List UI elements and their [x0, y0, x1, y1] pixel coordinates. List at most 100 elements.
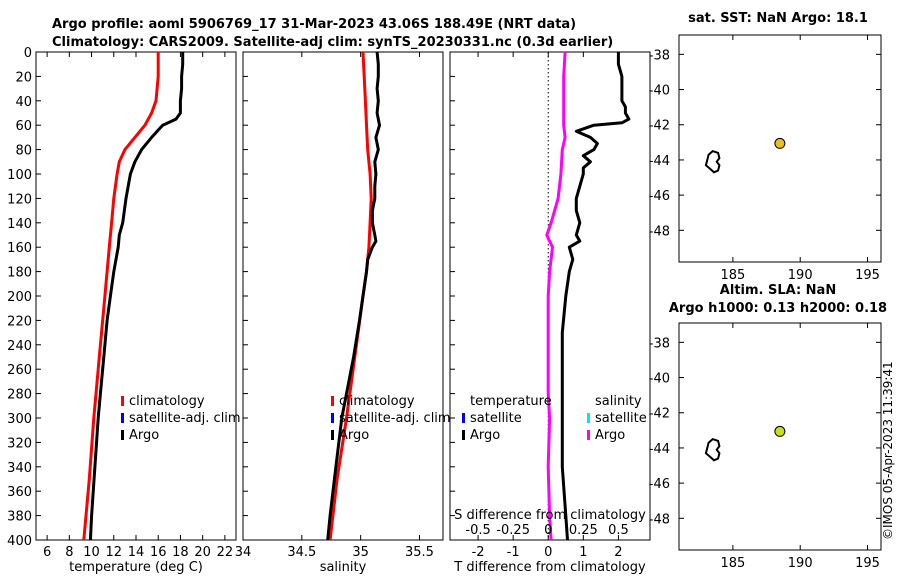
temperature-axes [35, 51, 237, 541]
sla-map-axes [678, 322, 882, 551]
temperature-x-label: 18 [172, 545, 189, 560]
depth-tick-label: 40 [15, 95, 32, 110]
sla-map-lat-label: -42 [649, 407, 670, 422]
depth-tick-label: 180 [7, 266, 32, 281]
depth-tick-label: 0 [24, 46, 32, 61]
temperature-x-label: 16 [150, 545, 167, 560]
salinity-legend-satellite-swatch [331, 413, 334, 423]
sst-map-lat-label: -38 [649, 48, 670, 63]
sst-map-lon-label: 185 [720, 268, 745, 283]
difference-legend-t-argo-swatch [462, 430, 465, 440]
depth-tick-label: 320 [7, 436, 32, 451]
header-line2: Climatology: CARS2009. Satellite-adj cli… [52, 35, 613, 50]
temperature-difference-line [560, 52, 631, 541]
temperature-legend-argo: Argo [129, 428, 159, 443]
sst-map-lat-label: -46 [649, 189, 670, 204]
salinity-legend-climatology-swatch [331, 396, 334, 406]
sst-map-lat-label: -40 [649, 84, 670, 99]
temperature-x-label: 20 [194, 545, 211, 560]
sst-map-title: sat. SST: NaN Argo: 18.1 [688, 11, 868, 26]
sla-map-lat-label: -46 [649, 477, 670, 492]
salinity-difference-tick-label: 0 [544, 523, 552, 538]
salinity-xlabel: salinity [320, 560, 367, 575]
depth-tick-label: 240 [7, 339, 32, 354]
difference-axes [449, 51, 651, 541]
temperature-legend-climatology-swatch [121, 396, 124, 406]
salinity-difference-tick-label: 0.25 [569, 523, 598, 538]
salinity-difference-tick-label: -0.5 [465, 523, 490, 538]
sst-map-lon-label: 190 [788, 268, 813, 283]
depth-tick-label: 160 [7, 241, 32, 256]
difference-xlabel: T difference from climatology [453, 560, 646, 575]
sla-map-coastline [704, 437, 721, 462]
depth-tick-label: 140 [7, 217, 32, 232]
sla-map-lat-label: -38 [649, 336, 670, 351]
sla-map-lon-label: 190 [788, 556, 813, 571]
difference-legend-t-argo: Argo [470, 428, 500, 443]
depth-tick-label: 380 [7, 510, 32, 525]
salinity-legend-satellite: satellite-adj. clim [339, 411, 451, 426]
difference-legend-t-satellite-swatch [462, 413, 465, 423]
header-line1: Argo profile: aoml 5906769_17 31-Mar-202… [52, 17, 576, 32]
difference-legend-temperature-title: temperature [470, 394, 552, 409]
salinity-argo-line [326, 51, 381, 541]
salinity-x-label: 35.5 [405, 545, 434, 560]
imos-timestamp: ©IMOS 05-Apr-2023 11:39:41 [881, 361, 895, 540]
temperature-x-label: 12 [106, 545, 123, 560]
difference-legend-t-satellite: satellite [470, 411, 522, 426]
depth-tick-label: 260 [7, 363, 32, 378]
sla-map-lon-label: 195 [855, 556, 880, 571]
salinity-legend-climatology: climatology [339, 394, 415, 409]
salinity-difference-tick-label: 0.5 [608, 523, 629, 538]
salinity-legend-argo: Argo [339, 428, 369, 443]
salinity-x-label: 34 [235, 545, 252, 560]
difference-legend-salinity-title: salinity [595, 394, 642, 409]
temperature-x-label: 14 [128, 545, 145, 560]
sst-map-argo-location-marker [774, 137, 786, 149]
temperature-legend-argo-swatch [121, 430, 124, 440]
sla-map-lon-label: 185 [720, 556, 745, 571]
sst-map-coastline [704, 149, 721, 174]
depth-tick-label: 100 [7, 168, 32, 183]
depth-tick-label: 300 [7, 412, 32, 427]
salinity-difference-label: S difference from climatology [454, 508, 646, 523]
sst-map-lat-label: -42 [649, 119, 670, 134]
difference-x-label: 1 [579, 545, 587, 560]
difference-x-label: 2 [614, 545, 622, 560]
temperature-x-label: 22 [217, 545, 234, 560]
depth-tick-label: 60 [15, 119, 32, 134]
difference-x-label: 0 [544, 545, 552, 560]
temperature-legend-satellite-swatch [121, 413, 124, 423]
sla-map-lat-label: -40 [649, 372, 670, 387]
temperature-x-label: 8 [65, 545, 73, 560]
difference-x-label: -2 [472, 545, 485, 560]
difference-legend-s-satellite-swatch [587, 413, 590, 423]
sla-map-argo-location-marker [774, 425, 786, 437]
difference-x-label: -1 [507, 545, 520, 560]
temperature-climatology-line [82, 52, 160, 541]
difference-legend-s-satellite: satellite [595, 411, 647, 426]
temperature-x-label: 10 [83, 545, 100, 560]
depth-tick-label: 200 [7, 290, 32, 305]
sla-map-lat-label: -48 [649, 512, 670, 527]
depth-tick-label: 280 [7, 388, 32, 403]
sst-map-lat-label: -44 [649, 154, 670, 169]
salinity-x-label: 35 [352, 545, 369, 560]
difference-legend-s-argo-swatch [587, 430, 590, 440]
depth-tick-label: 120 [7, 192, 32, 207]
temperature-argo-line [88, 52, 185, 541]
depth-tick-label: 220 [7, 314, 32, 329]
salinity-difference-line [545, 51, 567, 541]
depth-tick-label: 20 [15, 70, 32, 85]
salinity-axes [242, 51, 444, 541]
depth-tick-label: 360 [7, 485, 32, 500]
sla-map-title: Altim. SLA: NaN [720, 283, 836, 298]
depth-tick-label: 80 [15, 144, 32, 159]
depth-tick-label: 400 [7, 534, 32, 549]
sst-map-lon-label: 195 [855, 268, 880, 283]
temperature-legend-satellite: satellite-adj. clim [129, 411, 241, 426]
sst-map-axes [678, 34, 882, 263]
temperature-xlabel: temperature (deg C) [69, 560, 203, 575]
temperature-legend-climatology: climatology [129, 394, 205, 409]
